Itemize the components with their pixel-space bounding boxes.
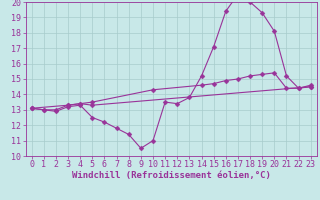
X-axis label: Windchill (Refroidissement éolien,°C): Windchill (Refroidissement éolien,°C) xyxy=(72,171,271,180)
